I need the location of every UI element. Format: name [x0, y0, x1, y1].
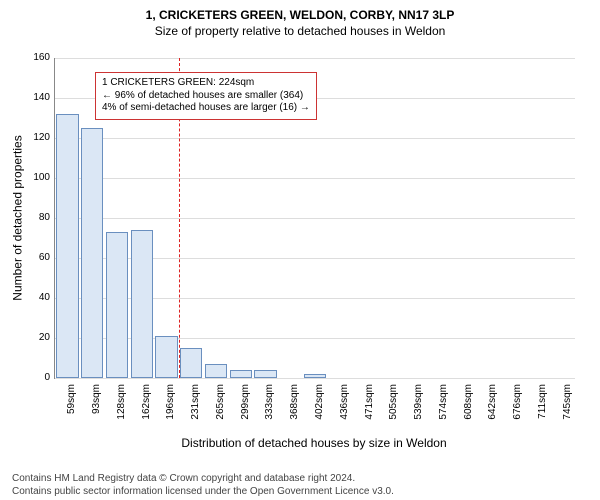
annotation-line: 4% of semi-detached houses are larger (1… — [102, 102, 310, 115]
bar — [304, 374, 326, 378]
caption-line2: Contains public sector information licen… — [12, 486, 588, 499]
y-tick-label: 140 — [24, 92, 50, 103]
bar — [254, 370, 276, 378]
x-tick-label: 505sqm — [388, 384, 399, 444]
y-tick-label: 0 — [24, 372, 50, 383]
x-tick-label: 128sqm — [116, 384, 127, 444]
bar — [205, 364, 227, 378]
x-axis-label: Distribution of detached houses by size … — [54, 436, 574, 450]
y-tick-label: 120 — [24, 132, 50, 143]
grid-line — [55, 138, 575, 139]
x-tick-label: 711sqm — [537, 384, 548, 444]
annotation-line: ← 96% of detached houses are smaller (36… — [102, 90, 310, 103]
y-tick-label: 60 — [24, 252, 50, 263]
grid-line — [55, 218, 575, 219]
grid-line — [55, 378, 575, 379]
chart-title-line2: Size of property relative to detached ho… — [0, 22, 600, 38]
caption-line1: Contains HM Land Registry data © Crown c… — [12, 473, 588, 486]
x-tick-label: 745sqm — [562, 384, 573, 444]
x-tick-label: 265sqm — [215, 384, 226, 444]
grid-line — [55, 58, 575, 59]
x-tick-label: 59sqm — [66, 384, 77, 444]
x-tick-label: 368sqm — [289, 384, 300, 444]
x-tick-label: 436sqm — [339, 384, 350, 444]
x-tick-label: 299sqm — [240, 384, 251, 444]
annotation-box: 1 CRICKETERS GREEN: 224sqm← 96% of detac… — [95, 72, 317, 120]
x-tick-label: 642sqm — [487, 384, 498, 444]
bar — [180, 348, 202, 378]
x-tick-label: 231sqm — [190, 384, 201, 444]
grid-line — [55, 178, 575, 179]
caption: Contains HM Land Registry data © Crown c… — [0, 473, 600, 498]
x-tick-label: 471sqm — [364, 384, 375, 444]
x-tick-label: 574sqm — [438, 384, 449, 444]
x-tick-label: 196sqm — [165, 384, 176, 444]
page: 1, CRICKETERS GREEN, WELDON, CORBY, NN17… — [0, 0, 600, 500]
x-tick-label: 539sqm — [413, 384, 424, 444]
bar — [81, 128, 103, 378]
chart-title-line1: 1, CRICKETERS GREEN, WELDON, CORBY, NN17… — [0, 0, 600, 22]
plot-area: 1 CRICKETERS GREEN: 224sqm← 96% of detac… — [54, 58, 575, 379]
x-tick-label: 333sqm — [264, 384, 275, 444]
x-tick-label: 402sqm — [314, 384, 325, 444]
x-tick-label: 93sqm — [91, 384, 102, 444]
bar — [56, 114, 78, 378]
chart: Number of detached properties 1 CRICKETE… — [0, 48, 600, 448]
y-tick-label: 160 — [24, 52, 50, 63]
x-tick-label: 676sqm — [512, 384, 523, 444]
bar — [131, 230, 153, 378]
annotation-line: 1 CRICKETERS GREEN: 224sqm — [102, 77, 310, 90]
bar — [106, 232, 128, 378]
x-tick-label: 608sqm — [463, 384, 474, 444]
y-tick-label: 80 — [24, 212, 50, 223]
bar — [230, 370, 252, 378]
y-tick-label: 100 — [24, 172, 50, 183]
y-axis-label: Number of detached properties — [12, 58, 24, 378]
y-tick-label: 20 — [24, 332, 50, 343]
x-tick-label: 162sqm — [141, 384, 152, 444]
y-tick-label: 40 — [24, 292, 50, 303]
bar — [155, 336, 177, 378]
